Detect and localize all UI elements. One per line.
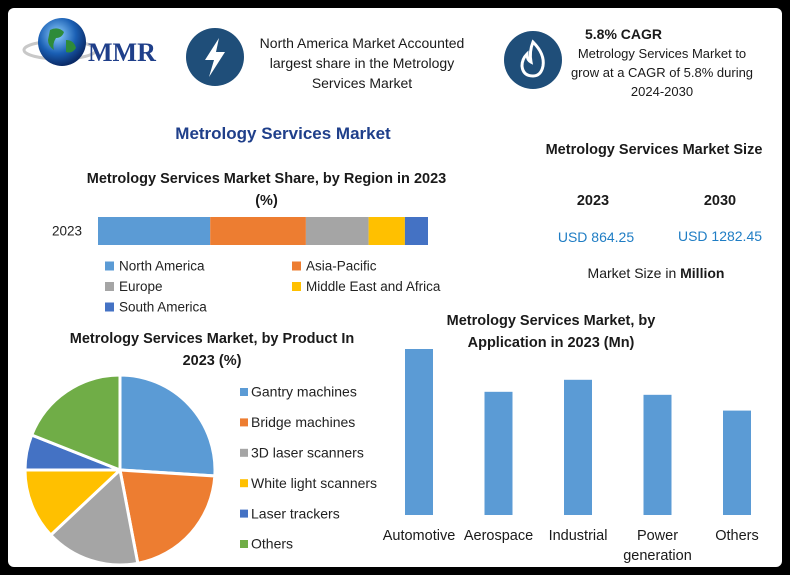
legend-label: 3D laser scanners: [251, 445, 364, 461]
legend-label: White light scanners: [251, 475, 377, 491]
bar: [564, 379, 592, 515]
y-tick-label: 2023: [52, 224, 82, 239]
size-unit: Million: [680, 265, 725, 281]
bar-segment: [305, 217, 369, 245]
pie-slice: [48, 467, 140, 567]
pie-slice: [29, 373, 122, 473]
legend-swatch: [240, 418, 248, 427]
legend-label: South America: [119, 300, 207, 315]
lightning-icon: [186, 28, 244, 86]
size-year: 2030: [703, 193, 737, 209]
x-tick-label: Aerospace: [463, 528, 534, 544]
legend-label: Others: [251, 536, 293, 552]
highlight-text: North America Market Accounted largest s…: [259, 35, 465, 91]
legend-swatch: [240, 448, 248, 457]
size-note: Market Size in Million: [546, 265, 766, 281]
size-value: USD 1282.45: [677, 228, 763, 244]
pie-slice: [118, 468, 217, 566]
chart-title: Metrology Services Market, by Applicatio…: [446, 313, 656, 351]
legend-label: Bridge machines: [251, 414, 355, 430]
legend-label: North America: [119, 259, 205, 274]
x-tick-label: Industrial: [548, 528, 608, 544]
pie-slice: [118, 373, 217, 478]
x-tick-label: Others: [715, 528, 759, 544]
logo-text: MMR: [88, 38, 156, 67]
logo-icon: [22, 18, 98, 66]
bar-segment: [98, 217, 211, 245]
highlight-text: Metrology Services Market to grow at a C…: [570, 46, 754, 99]
legend-label: Laser trackers: [251, 505, 340, 521]
legend-swatch: [240, 388, 248, 396]
bar-segment: [404, 217, 428, 245]
highlight-title: 5.8% CAGR: [585, 26, 663, 42]
bar-segment: [210, 217, 306, 245]
size-title: Metrology Services Market Size: [545, 142, 763, 158]
x-tick-label: Power generation: [623, 528, 692, 564]
legend-swatch: [240, 479, 248, 488]
legend-swatch: [105, 282, 114, 291]
size-value: USD 864.25: [557, 229, 635, 245]
main-title: Metrology Services Market: [175, 124, 391, 143]
legend-swatch: [240, 540, 248, 548]
bar-segment: [368, 217, 405, 245]
legend-label: Asia-Pacific: [306, 259, 377, 274]
legend-swatch: [240, 509, 248, 518]
legend-swatch: [105, 302, 114, 312]
size-note-text: Market Size in: [587, 265, 677, 281]
bar: [405, 349, 433, 515]
legend-label: Middle East and Africa: [306, 279, 441, 294]
legend-label: Gantry machines: [251, 384, 357, 400]
legend-swatch: [292, 282, 301, 291]
bar: [484, 391, 513, 515]
size-year: 2023: [576, 193, 610, 209]
bar: [723, 410, 751, 515]
chart-title: Metrology Services Market, by Product In…: [69, 331, 355, 369]
chart-title: Metrology Services Market Share, by Regi…: [86, 171, 447, 209]
legend-swatch: [105, 261, 114, 271]
bar: [643, 394, 672, 515]
x-tick-label: Automotive: [382, 528, 456, 544]
legend-swatch: [292, 261, 301, 271]
flame-icon: [504, 31, 562, 89]
legend-label: Europe: [119, 279, 163, 294]
